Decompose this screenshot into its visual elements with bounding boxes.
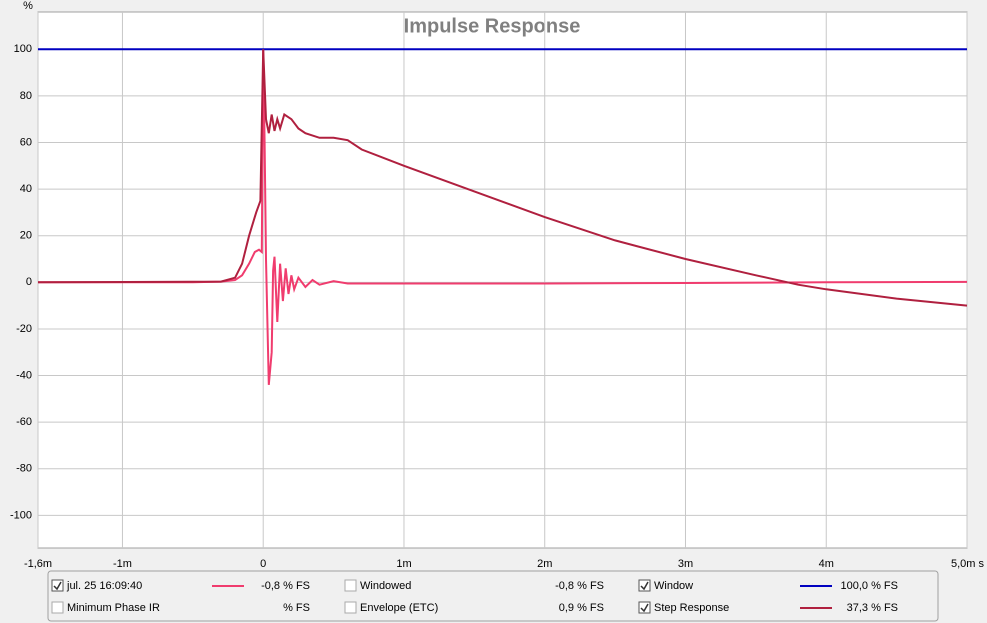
y-tick-label: -40 — [16, 369, 32, 381]
x-tick-label: -1m — [113, 558, 132, 570]
legend-checkbox[interactable] — [638, 579, 651, 592]
y-tick-label: -20 — [16, 323, 32, 335]
legend-label[interactable]: jul. 25 16:09:40 — [66, 580, 142, 592]
series-line — [37, 49, 968, 307]
legend-readout: 100,0 % FS — [841, 580, 898, 592]
y-tick-label: -60 — [16, 416, 32, 428]
legend-label[interactable]: Windowed — [360, 580, 411, 592]
legend-label[interactable]: Envelope (ETC) — [360, 602, 438, 614]
legend-checkbox[interactable] — [638, 601, 651, 614]
legend-checkbox[interactable] — [51, 601, 64, 614]
legend-readout: 0,9 % FS — [559, 602, 604, 614]
legend — [47, 570, 939, 622]
y-tick-label: -80 — [16, 463, 32, 475]
x-tick-label: 3m — [678, 558, 693, 570]
x-tick-label: 4m — [819, 558, 834, 570]
checkmark — [53, 581, 62, 591]
legend-checkbox[interactable] — [344, 601, 357, 614]
legend-readout: -0,8 % FS — [555, 580, 604, 592]
x-tick-label: 5,0m s — [951, 558, 985, 570]
legend-label[interactable]: Minimum Phase IR — [67, 602, 160, 614]
legend-readout: 37,3 % FS — [847, 602, 898, 614]
legend-readout: % FS — [283, 602, 310, 614]
legend-label[interactable]: Window — [654, 580, 693, 592]
series-line — [38, 49, 968, 385]
legend-readout: -0,8 % FS — [261, 580, 310, 592]
x-tick-label: 1m — [396, 558, 411, 570]
x-tick-label: 0 — [260, 558, 266, 570]
y-tick-label: 80 — [20, 90, 32, 102]
legend-label[interactable]: Step Response — [654, 602, 729, 614]
checkmark — [640, 581, 649, 591]
x-tick-label: 2m — [537, 558, 552, 570]
y-tick-label: 0 — [26, 276, 32, 288]
y-unit: % — [23, 0, 33, 12]
checkmark — [640, 603, 649, 613]
legend-checkbox[interactable] — [344, 579, 357, 592]
plot-area — [37, 11, 968, 549]
y-tick-label: 100 — [14, 43, 32, 55]
y-tick-label: 60 — [20, 136, 32, 148]
y-tick-label: 20 — [20, 230, 32, 242]
legend-checkbox[interactable] — [51, 579, 64, 592]
y-tick-label: -100 — [10, 509, 32, 521]
x-tick-label: -1,6m — [24, 558, 52, 570]
y-tick-label: 40 — [20, 183, 32, 195]
chart-title: Impulse Response — [404, 15, 581, 37]
